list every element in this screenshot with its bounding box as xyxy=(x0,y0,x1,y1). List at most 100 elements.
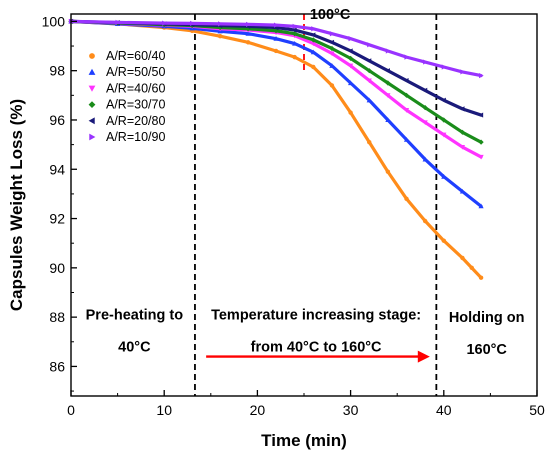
series-2 xyxy=(68,18,484,209)
y-tick-label: 92 xyxy=(49,211,65,227)
data-point xyxy=(460,69,466,75)
data-point xyxy=(403,137,410,142)
data-point xyxy=(246,21,251,27)
data-point xyxy=(348,110,353,115)
data-point xyxy=(479,73,484,79)
x-tick-label: 0 xyxy=(67,402,75,418)
annotation-text: from 40°C to 160°C xyxy=(251,340,382,356)
data-point xyxy=(441,97,446,103)
data-point xyxy=(423,59,428,65)
data-point xyxy=(329,83,335,88)
data-point xyxy=(217,33,223,39)
y-axis-label: Capsules Weight Loss (%) xyxy=(7,99,26,311)
data-point xyxy=(366,97,372,103)
plot-layer xyxy=(68,14,484,396)
x-tick-label: 30 xyxy=(343,402,359,418)
data-point xyxy=(310,49,316,55)
legend-entry: A/R=20/80 xyxy=(106,114,165,128)
data-point xyxy=(292,31,298,37)
legend-marker xyxy=(88,101,96,108)
red-arrow-head xyxy=(417,350,430,363)
legend-entry: A/R=40/60 xyxy=(106,81,165,95)
x-axis-label: Time (min) xyxy=(261,431,347,450)
data-point xyxy=(422,156,428,162)
data-point xyxy=(329,63,335,68)
data-point xyxy=(459,188,466,194)
data-point xyxy=(460,255,465,261)
series-line xyxy=(69,19,483,78)
x-tick-label: 40 xyxy=(436,402,452,418)
data-point xyxy=(422,105,428,111)
legend-marker xyxy=(88,85,96,92)
legend-marker xyxy=(88,68,96,75)
y-tick-label: 94 xyxy=(49,161,65,177)
annotation-text: 100°C xyxy=(310,7,351,23)
data-point xyxy=(385,169,391,174)
data-point xyxy=(190,20,195,26)
y-tick-label: 86 xyxy=(49,358,65,374)
legend: A/R=60/40 A/R=50/50 A/R=40/60 A/R=30/70 A/R=… xyxy=(88,49,165,144)
data-point xyxy=(311,26,316,32)
data-point xyxy=(115,19,121,25)
legend-entry: A/R=30/70 xyxy=(106,98,165,112)
data-point xyxy=(348,80,354,86)
data-point xyxy=(385,80,391,86)
y-tick-label: 98 xyxy=(49,63,65,79)
data-point xyxy=(385,68,390,74)
data-point xyxy=(245,31,251,36)
data-point xyxy=(273,22,279,28)
legend-entry: A/R=50/50 xyxy=(106,65,165,79)
data-point xyxy=(478,112,484,118)
y-tick-label: 88 xyxy=(49,309,65,325)
data-point xyxy=(310,32,316,38)
x-tick-label: 50 xyxy=(529,402,545,418)
annotation-text: Temperature increasing stage: xyxy=(211,308,421,324)
annotations: 100°C Pre-heating to 40°C Temperature incre… xyxy=(86,7,525,363)
data-point xyxy=(329,45,335,52)
data-point xyxy=(310,37,316,43)
data-point xyxy=(292,40,298,46)
data-point xyxy=(404,54,410,60)
data-point xyxy=(348,36,354,42)
annotation-text: 160°C xyxy=(466,342,507,358)
legend-marker xyxy=(89,133,96,141)
data-point xyxy=(469,265,474,271)
data-point xyxy=(329,39,335,45)
data-point xyxy=(273,48,279,54)
data-point xyxy=(310,41,316,47)
data-point xyxy=(441,132,447,138)
data-point xyxy=(422,87,428,93)
y-tick-label: 90 xyxy=(49,260,65,276)
series-line xyxy=(69,19,483,208)
data-point xyxy=(292,23,298,29)
data-point xyxy=(422,120,428,126)
y-tick-label: 96 xyxy=(49,112,65,128)
y-tick-label: 100 xyxy=(42,13,66,29)
data-point xyxy=(292,54,297,60)
data-point xyxy=(404,196,409,202)
legend-entry: A/R=10/90 xyxy=(106,130,165,144)
data-point xyxy=(441,238,447,243)
legend-marker xyxy=(89,53,95,59)
data-point xyxy=(385,93,391,98)
data-point xyxy=(348,63,354,69)
x-tick-label: 10 xyxy=(156,402,172,418)
data-point xyxy=(403,108,410,113)
data-point xyxy=(459,129,466,135)
data-point xyxy=(385,48,391,54)
x-tick-label: 20 xyxy=(250,402,266,418)
data-point xyxy=(478,275,484,280)
data-point xyxy=(366,58,372,64)
data-point xyxy=(348,55,354,61)
data-point xyxy=(162,20,167,26)
data-point xyxy=(311,64,316,70)
data-point xyxy=(459,145,466,150)
data-point xyxy=(459,106,465,112)
data-point xyxy=(385,117,391,123)
data-point xyxy=(478,203,484,209)
data-point xyxy=(422,218,428,224)
axes: Time (min) Capsules Weight Loss (%) 0 10 2… xyxy=(7,13,545,450)
data-point xyxy=(273,36,279,41)
data-point xyxy=(245,40,251,45)
data-point xyxy=(273,28,279,34)
